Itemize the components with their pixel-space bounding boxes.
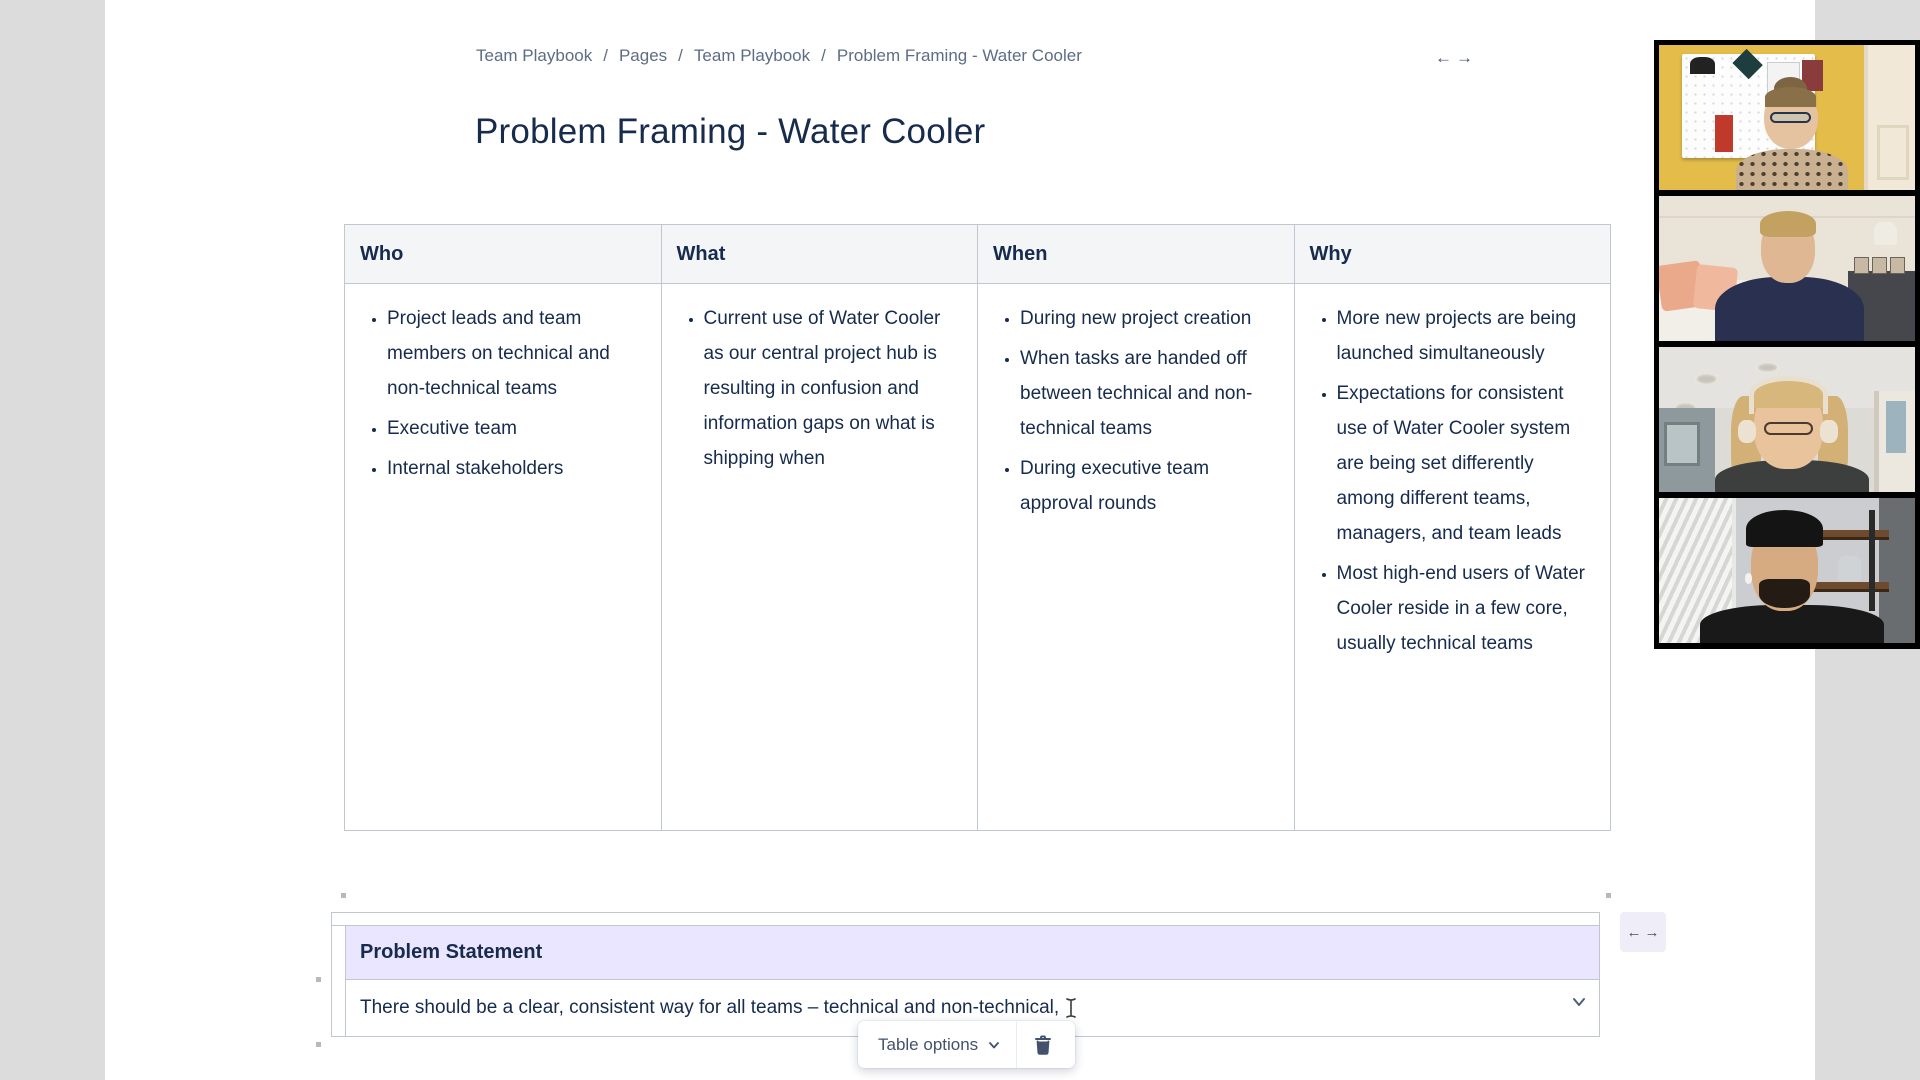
participant-video-1[interactable]: [1659, 45, 1915, 190]
bullet-list-why: More new projects are being launched sim…: [1307, 301, 1597, 661]
column-header-when[interactable]: When: [978, 225, 1294, 284]
delete-table-button[interactable]: [1017, 1021, 1069, 1068]
bullet-item: More new projects are being launched sim…: [1337, 301, 1597, 371]
column-cell-who[interactable]: Project leads and team members on techni…: [345, 284, 661, 830]
table-column-who: Who Project leads and team members on te…: [345, 225, 662, 830]
bullet-item: Expectations for consistent use of Water…: [1337, 376, 1597, 551]
bullet-item: Internal stakeholders: [387, 451, 647, 486]
row-handle-dot: [316, 977, 321, 982]
table-handle-dot: [1606, 893, 1611, 898]
bullet-list-when: During new project creation When tasks ar…: [990, 301, 1280, 521]
arrow-left-icon: ←: [1626, 923, 1642, 941]
window: [1664, 422, 1700, 466]
who-what-when-why-table: Who Project leads and team members on te…: [344, 224, 1611, 831]
wall-shelf: [1802, 529, 1890, 538]
participant-1-body: [1735, 149, 1849, 190]
breadcrumb-team-playbook-2[interactable]: Team Playbook: [693, 46, 811, 65]
breadcrumb-separator: /: [603, 46, 608, 65]
bullet-item: During executive team approval rounds: [1020, 451, 1280, 521]
video-call-rail: [1654, 40, 1920, 649]
shelf-item: [1838, 556, 1862, 581]
lamp: [1874, 222, 1898, 246]
arrow-left-icon: ←: [1435, 48, 1452, 67]
bullet-item: Executive team: [387, 411, 647, 446]
pegboard-item: [1715, 114, 1734, 153]
participant-2-body: [1715, 277, 1864, 341]
participant-3-headphones: [1820, 419, 1839, 443]
table-column-what: What Current use of Water Cooler as our …: [661, 225, 978, 830]
breadcrumb: Team Playbook / Pages / Team Playbook / …: [476, 46, 1082, 66]
column-header-what[interactable]: What: [661, 225, 977, 284]
participant-video-4[interactable]: [1659, 498, 1915, 643]
participant-3-glasses: [1763, 422, 1813, 436]
table-options-label: Table options: [878, 1034, 979, 1054]
toolbar-divider: [1016, 1021, 1018, 1068]
participant-4-cap: [1746, 509, 1823, 548]
column-header-who[interactable]: Who: [345, 225, 661, 284]
recessed-light: [1756, 361, 1780, 374]
column-header-why[interactable]: Why: [1294, 225, 1610, 284]
left-letterbox-strip: [0, 0, 105, 1080]
problem-statement-table: Problem Statement There should be a clea…: [331, 912, 1600, 1037]
bullet-item: When tasks are handed off between techni…: [1020, 341, 1280, 446]
table-options-button[interactable]: Table options: [864, 1021, 1016, 1068]
participant-3-headphones: [1748, 376, 1828, 414]
bullet-item: Project leads and team members on techni…: [387, 301, 647, 406]
wall-shelf: [1802, 582, 1890, 590]
page-title: Problem Framing - Water Cooler: [475, 112, 986, 151]
participant-2-hair: [1760, 210, 1817, 237]
text-cursor-icon: [1065, 996, 1077, 1020]
table-column-why: Why More new projects are being launched…: [1294, 225, 1611, 830]
table-column-control-strip[interactable]: [332, 913, 1599, 926]
pegboard-item: [1689, 56, 1716, 74]
breadcrumb-separator: /: [821, 46, 826, 65]
bullet-list-what: Current use of Water Cooler as our centr…: [674, 301, 964, 476]
participant-1-hair: [1765, 87, 1817, 108]
participant-3-headphones: [1738, 419, 1757, 443]
participant-video-3[interactable]: [1659, 347, 1915, 492]
column-cell-why[interactable]: More new projects are being launched sim…: [1295, 284, 1611, 830]
column-cell-when[interactable]: During new project creation When tasks ar…: [978, 284, 1294, 830]
pegboard-item: [1802, 59, 1823, 92]
participant-4-body: [1699, 605, 1885, 643]
table-row-gutter[interactable]: [332, 926, 346, 1036]
table-handle-dot: [341, 893, 346, 898]
bullet-item: During new project creation: [1020, 301, 1280, 336]
breadcrumb-team-playbook[interactable]: Team Playbook: [476, 46, 593, 65]
participant-4-beard: [1758, 579, 1811, 609]
doorway: [1874, 390, 1915, 492]
row-handle-dot: [316, 1042, 321, 1047]
arrow-right-icon: →: [1456, 48, 1473, 67]
chevron-down-icon: [989, 1041, 1000, 1048]
shelf-bracket: [1868, 509, 1876, 612]
table-resize-button[interactable]: ← →: [1620, 912, 1666, 952]
breadcrumb-pages[interactable]: Pages: [618, 46, 668, 65]
door-background: [1863, 45, 1915, 190]
breadcrumb-current-page[interactable]: Problem Framing - Water Cooler: [836, 46, 1082, 65]
bullet-item: Current use of Water Cooler as our centr…: [704, 301, 964, 476]
participant-4-earbud: [1745, 573, 1752, 584]
participant-video-2[interactable]: [1659, 196, 1915, 341]
cell-options-chevron-icon[interactable]: [1569, 992, 1589, 1012]
arrow-right-icon: →: [1644, 923, 1660, 941]
table-column-when: When During new project creation When tas…: [978, 225, 1295, 830]
problem-statement-header-cell[interactable]: Problem Statement: [346, 926, 1599, 980]
recessed-light: [1694, 373, 1718, 385]
picture-frames: [1853, 256, 1905, 275]
column-cell-what[interactable]: Current use of Water Cooler as our centr…: [662, 284, 978, 830]
participant-1-glasses: [1770, 111, 1812, 124]
page-width-toggle-button[interactable]: ← →: [1430, 45, 1478, 71]
bullet-item: Most high-end users of Water Cooler resi…: [1337, 556, 1597, 661]
trash-icon: [1035, 1034, 1052, 1055]
table-floating-toolbar: Table options: [858, 1021, 1076, 1068]
wall: [1879, 498, 1915, 643]
problem-statement-text: There should be a clear, consistent way …: [360, 997, 1060, 1018]
problem-statement-text-cell[interactable]: There should be a clear, consistent way …: [346, 980, 1599, 1036]
bullet-list-who: Project leads and team members on techni…: [357, 301, 647, 486]
breadcrumb-separator: /: [678, 46, 683, 65]
